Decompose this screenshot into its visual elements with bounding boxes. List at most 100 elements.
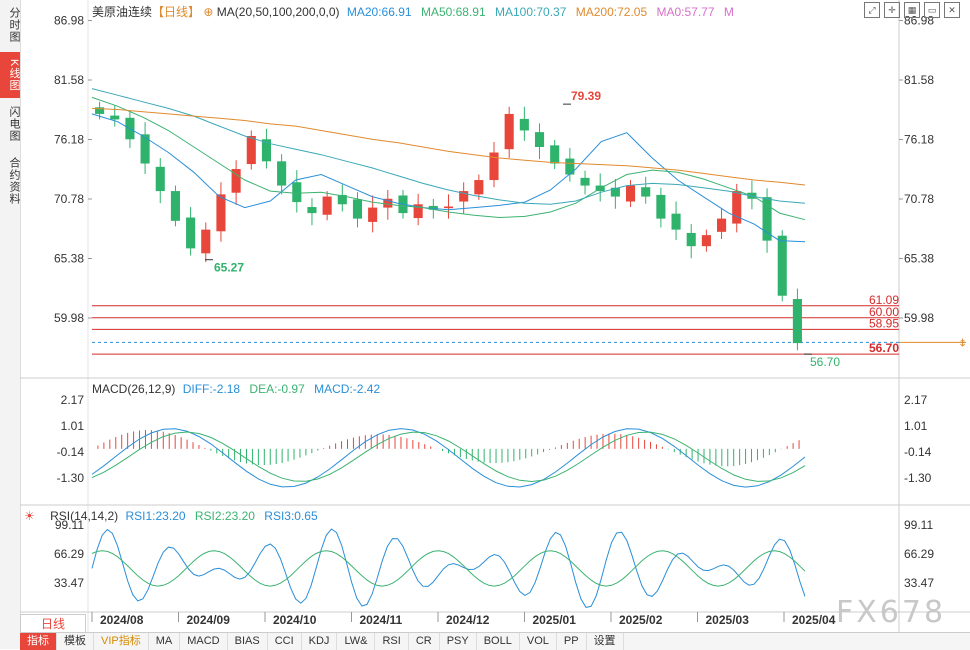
macd-dea-line (91, 431, 806, 483)
bottom-tab-cr[interactable]: CR (409, 633, 440, 650)
candle-body (686, 232, 696, 247)
x-label: 2024/11 (360, 613, 403, 627)
crosshair-icon[interactable]: ✛ (884, 2, 900, 18)
macd-axis-right: -1.30 (904, 471, 932, 485)
rsi2-line (91, 550, 806, 587)
instrument-name: 美原油连续 (92, 5, 153, 19)
macd-diff: DIFF:-2.18 (182, 382, 241, 396)
macd-axis-left: 1.01 (61, 419, 85, 433)
candle-body (701, 235, 711, 247)
candle-body (777, 235, 787, 296)
candle-body (216, 194, 226, 232)
candle-body (337, 194, 347, 205)
macd-label: MACD(26,12,9) (92, 382, 176, 396)
last-low-label: 56.70 (810, 355, 840, 369)
tab-contract-info[interactable]: 合约资料 (8, 157, 20, 205)
candle-body (368, 207, 378, 222)
candle-body (610, 187, 620, 197)
price-label-left: 70.78 (54, 192, 84, 206)
candle-body (489, 152, 499, 181)
candle-body (474, 180, 484, 195)
candle-body (580, 177, 590, 186)
candle-body (671, 213, 681, 230)
candle-body (625, 185, 636, 202)
bottom-tab-cci[interactable]: CCI (268, 633, 302, 650)
bottom-tab-template[interactable]: 模板 (57, 633, 94, 650)
rsi2-label: RSI2:23.20 (194, 509, 255, 523)
rsi-label: RSI(14,14,2) (50, 509, 119, 523)
candle-body (186, 217, 196, 249)
rsi-axis-left: 99.11 (55, 518, 84, 532)
grid-icon[interactable]: ▦ (904, 2, 920, 18)
ma-line-ma100 (91, 88, 806, 205)
bottom-tab-boll[interactable]: BOLL (477, 633, 520, 650)
bottom-tab-settings[interactable]: 设置 (587, 633, 624, 650)
candle-body (110, 115, 120, 120)
x-label: 2024/10 (273, 613, 317, 627)
x-label: 2024/08 (100, 613, 144, 627)
candle-body (413, 204, 423, 219)
macd-axis-right: 2.17 (904, 393, 928, 407)
rsi-legend: ☀ RSI(14,14,2) RSI1:23.20 RSI2:23.20 RSI… (24, 509, 318, 523)
settings-icon[interactable]: ⊕ (203, 5, 214, 19)
tab-kline[interactable]: K线图 (0, 52, 20, 98)
rsi-axis-right: 33.47 (904, 576, 934, 590)
level-label: 60.00 (869, 305, 899, 319)
candle-body (534, 132, 545, 147)
bottom-tab-kdj[interactable]: KDJ (302, 633, 338, 650)
price-label-left: 59.98 (54, 311, 84, 325)
macd-value: MACD:-2.42 (314, 382, 381, 396)
rsi-settings-icon[interactable]: ☀ (24, 509, 35, 523)
candle-body (322, 196, 332, 215)
candle-body (277, 161, 287, 186)
bottom-tab-vol[interactable]: VOL (520, 633, 557, 650)
period-tab-daily[interactable]: 日线 (20, 614, 86, 633)
left-tab-bar: 分时图 K线图 闪电图 合约资料 (0, 0, 21, 649)
candle-body (459, 191, 469, 202)
candle-body (246, 135, 256, 165)
price-label-left: 76.18 (54, 133, 84, 147)
ma-line-ma50 (91, 96, 806, 221)
bottom-tab-bias[interactable]: BIAS (228, 633, 268, 650)
last-price-arrow: ⇟ (958, 337, 967, 349)
candle-body (641, 187, 651, 197)
tab-flash[interactable]: 闪电图 (8, 106, 20, 142)
window-icon[interactable]: ▭ (924, 2, 940, 18)
price-label-right: 59.98 (904, 311, 934, 325)
macd-axis-left: -0.14 (57, 445, 85, 459)
bottom-tab-indicator[interactable]: 指标 (20, 633, 57, 650)
bottom-tab-rsi[interactable]: RSI (375, 633, 409, 650)
price-label-right: 76.18 (904, 133, 934, 147)
candle-body (762, 197, 772, 241)
bottom-tab-vip[interactable]: VIP指标 (94, 633, 149, 650)
candle-body (155, 166, 165, 192)
bottom-tab-pp[interactable]: PP (557, 633, 587, 650)
watermark: FX678 (836, 595, 947, 630)
rsi1-label: RSI1:23.20 (125, 509, 186, 523)
m-label: M (723, 5, 734, 19)
candle-body (443, 206, 454, 209)
candle-body (307, 207, 317, 214)
tab-timeshare[interactable]: 分时图 (8, 7, 20, 43)
candle-body (383, 198, 393, 208)
bottom-tab-ma[interactable]: MA (149, 633, 181, 650)
rsi-axis-left: 33.47 (54, 576, 84, 590)
x-label: 2024/09 (187, 613, 231, 627)
high-label: 79.39 (571, 89, 601, 103)
bottom-tab-macd[interactable]: MACD (180, 633, 228, 650)
low-label: 65.27 (214, 261, 244, 275)
close-icon[interactable]: ✕ (944, 2, 960, 18)
candle-body (140, 134, 150, 164)
price-legend: 美原油连续【日线】 ⊕ MA(20,50,100,200,0,0) MA20:6… (92, 3, 734, 20)
bottom-tab-psy[interactable]: PSY (440, 633, 477, 650)
candle-body (231, 169, 241, 193)
fullscreen-icon[interactable]: ⤢ (864, 2, 880, 18)
x-label: 2025/04 (792, 613, 836, 627)
macd-dea: DEA:-0.97 (249, 382, 305, 396)
x-label: 2025/01 (533, 613, 577, 627)
x-label: 2025/02 (619, 613, 663, 627)
bottom-tab-lw[interactable]: LW& (337, 633, 376, 650)
macd-axis-left: -1.30 (57, 471, 85, 485)
price-label-left: 86.98 (54, 14, 84, 28)
price-label-right: 65.38 (904, 252, 934, 266)
